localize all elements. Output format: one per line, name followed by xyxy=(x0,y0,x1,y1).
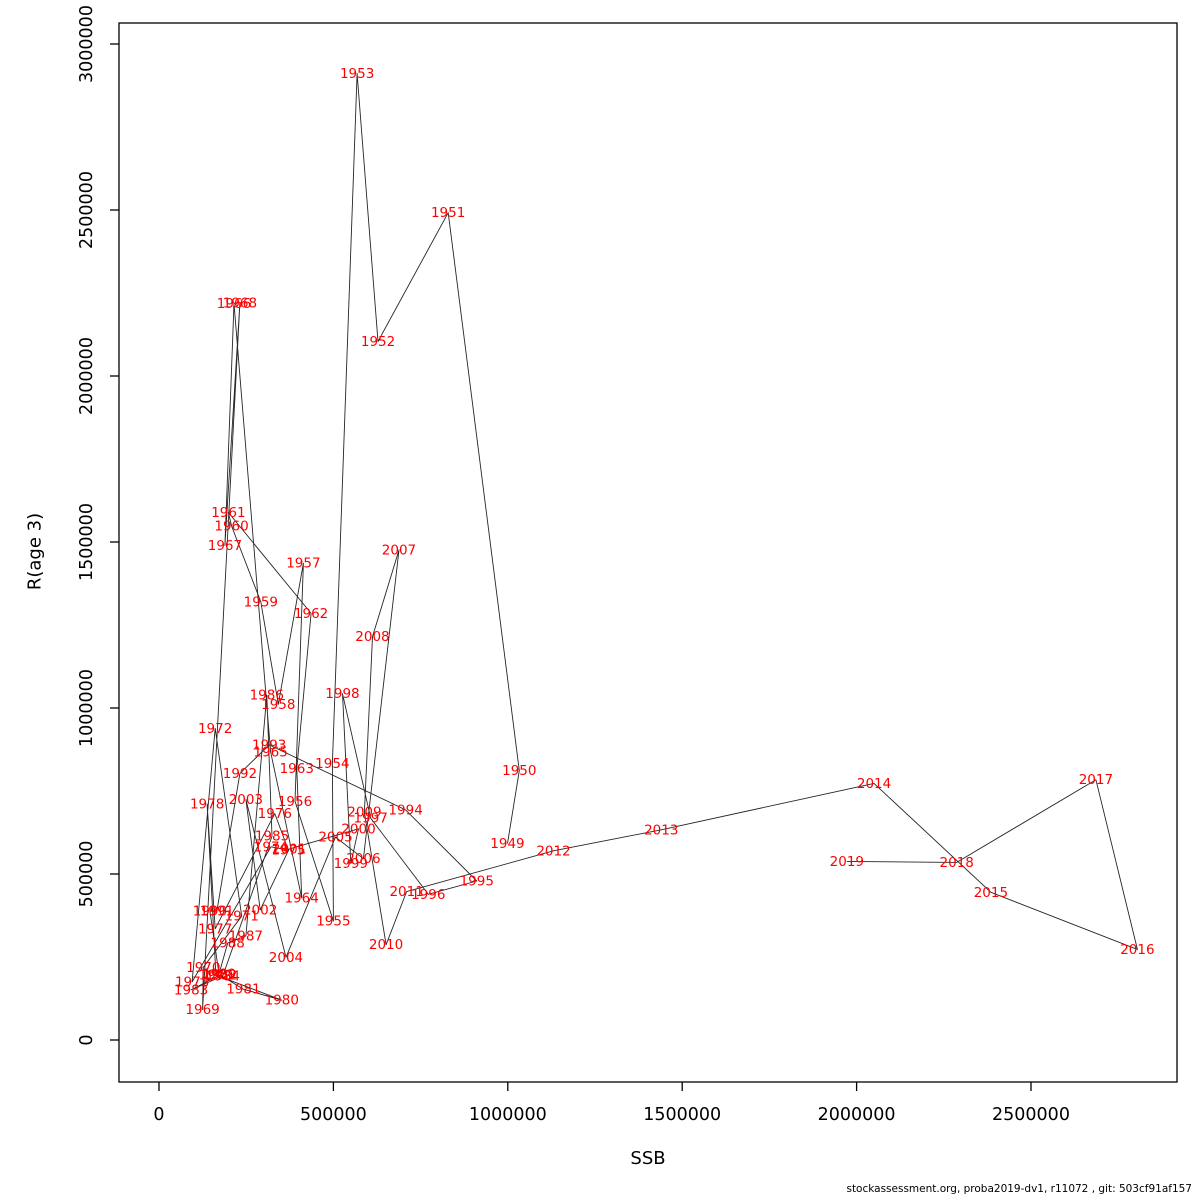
x-axis-tick-label: 500000 xyxy=(300,1105,367,1125)
data-point-label-2018: 2018 xyxy=(940,855,974,871)
plot-border xyxy=(118,22,1178,1083)
data-point-label-1986: 1986 xyxy=(250,688,284,704)
y-axis-tick-label: 0 xyxy=(77,1034,97,1045)
data-point-label-1968: 1968 xyxy=(223,295,257,311)
y-axis-tick-label: 1500000 xyxy=(77,503,97,581)
data-point-label-1974: 1974 xyxy=(254,839,288,855)
x-axis-tick-label: 2000000 xyxy=(818,1105,896,1125)
data-point-label-1999: 1999 xyxy=(334,856,368,872)
data-point-label-1996: 1996 xyxy=(411,887,445,903)
data-point-label-1985: 1985 xyxy=(255,829,289,845)
data-point-label-2009: 2009 xyxy=(347,805,381,821)
data-point-label-1984: 1984 xyxy=(206,968,240,984)
data-point-label-1977: 1977 xyxy=(198,921,232,937)
data-point-label-1989: 1989 xyxy=(202,966,236,982)
x-axis-tick-label: 0 xyxy=(153,1105,164,1125)
data-point-label-2004: 2004 xyxy=(269,950,303,966)
data-point-label-1955: 1955 xyxy=(316,914,350,930)
y-axis-tick-label: 2000000 xyxy=(77,337,97,415)
data-point-label-2017: 2017 xyxy=(1079,772,1113,788)
data-point-label-1979: 1979 xyxy=(199,967,233,983)
x-axis-tick-label: 1500000 xyxy=(643,1105,721,1125)
data-point-label-2011: 2011 xyxy=(389,884,423,900)
data-point-label-1971: 1971 xyxy=(224,909,258,925)
data-point-label-1990: 1990 xyxy=(193,903,227,919)
data-point-label-2012: 2012 xyxy=(536,843,570,859)
data-point-label-1987: 1987 xyxy=(229,928,263,944)
data-point-label-2019: 2019 xyxy=(830,854,864,870)
data-point-label-1958: 1958 xyxy=(261,697,295,713)
data-point-label-2003: 2003 xyxy=(229,792,263,808)
trajectory-line xyxy=(190,73,1138,1010)
data-point-label-1983: 1983 xyxy=(174,982,208,998)
data-point-label-1992: 1992 xyxy=(223,766,257,782)
data-point-label-2015: 2015 xyxy=(974,885,1008,901)
data-point-label-1951: 1951 xyxy=(431,205,465,221)
data-point-label-1966: 1966 xyxy=(217,296,251,312)
data-point-label-2006: 2006 xyxy=(346,851,380,867)
data-point-label-1978: 1978 xyxy=(190,796,224,812)
data-point-label-1994: 1994 xyxy=(388,802,422,818)
data-point-label-2010: 2010 xyxy=(369,937,403,953)
data-point-label-1962: 1962 xyxy=(294,606,328,622)
data-point-label-2002: 2002 xyxy=(243,902,277,918)
y-axis-tick-label: 2500000 xyxy=(77,171,97,249)
data-point-label-2001: 2001 xyxy=(272,842,306,858)
data-point-label-1995: 1995 xyxy=(460,873,494,889)
data-point-label-1993: 1993 xyxy=(252,737,286,753)
y-axis-tick-label: 500000 xyxy=(77,841,97,908)
data-point-label-2013: 2013 xyxy=(644,822,678,838)
data-point-label-1952: 1952 xyxy=(361,334,395,350)
data-point-label-1982: 1982 xyxy=(203,967,237,983)
data-point-label-1949: 1949 xyxy=(490,836,524,852)
data-point-label-1954: 1954 xyxy=(315,756,349,772)
data-point-label-1964: 1964 xyxy=(284,890,318,906)
data-point-label-1981: 1981 xyxy=(226,982,260,998)
data-point-label-1998: 1998 xyxy=(325,686,359,702)
data-point-label-1988: 1988 xyxy=(211,936,245,952)
data-point-label-2016: 2016 xyxy=(1120,942,1154,958)
y-axis-tick-label: 3000000 xyxy=(77,5,97,83)
data-point-label-1975: 1975 xyxy=(271,843,305,859)
x-axis-tick-label: 2500000 xyxy=(992,1105,1070,1125)
data-point-label-1961: 1961 xyxy=(211,505,245,521)
y-axis-title: R(age 3) xyxy=(24,512,46,591)
data-point-label-1991: 1991 xyxy=(200,903,234,919)
data-point-label-1956: 1956 xyxy=(278,794,312,810)
data-point-label-1960: 1960 xyxy=(214,519,248,535)
x-axis-tick-label: 1000000 xyxy=(469,1105,547,1125)
data-point-label-2000: 2000 xyxy=(341,821,375,837)
data-point-label-1980: 1980 xyxy=(265,993,299,1009)
data-point-label-1973: 1973 xyxy=(175,974,209,990)
data-point-label-1959: 1959 xyxy=(244,594,278,610)
data-point-label-1997: 1997 xyxy=(354,811,388,827)
data-point-label-2008: 2008 xyxy=(355,629,389,645)
x-axis-title: SSB xyxy=(630,1148,666,1169)
data-point-label-1967: 1967 xyxy=(208,538,242,554)
y-axis-tick-label: 1000000 xyxy=(77,669,97,747)
data-point-label-1950: 1950 xyxy=(502,763,536,779)
data-point-label-1965: 1965 xyxy=(253,744,287,760)
data-point-label-2007: 2007 xyxy=(382,542,416,558)
data-point-label-1970: 1970 xyxy=(186,960,220,976)
footer-version-note: stockassessment.org, proba2019-dv1, r110… xyxy=(846,1183,1192,1195)
data-point-label-1953: 1953 xyxy=(340,66,374,82)
data-point-label-2014: 2014 xyxy=(857,776,891,792)
data-point-label-1972: 1972 xyxy=(198,721,232,737)
data-point-label-1976: 1976 xyxy=(258,806,292,822)
data-point-label-1963: 1963 xyxy=(280,761,314,777)
data-point-label-1969: 1969 xyxy=(185,1002,219,1018)
data-point-label-2005: 2005 xyxy=(318,830,352,846)
data-point-label-1957: 1957 xyxy=(286,556,320,572)
